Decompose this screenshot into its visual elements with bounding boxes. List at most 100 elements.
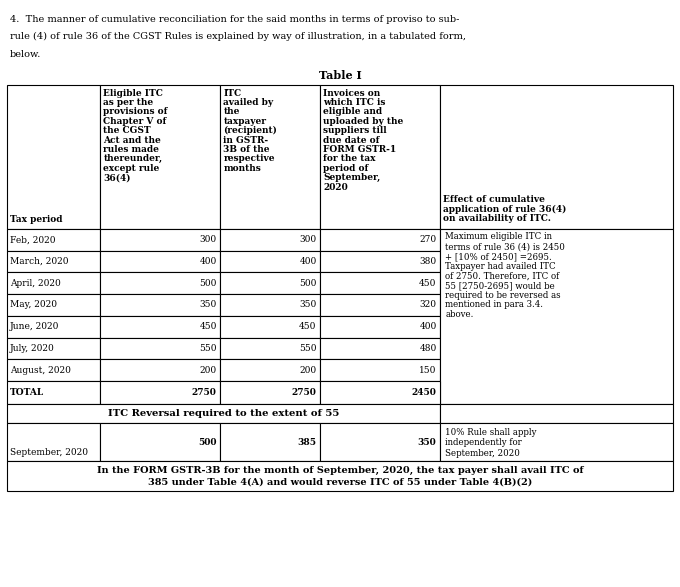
Bar — [7, 461, 673, 491]
Text: 350: 350 — [199, 301, 217, 309]
Bar — [7, 229, 100, 251]
Text: ITC Reversal required to the extent of 55: ITC Reversal required to the extent of 5… — [107, 409, 339, 419]
Text: availed by: availed by — [224, 98, 273, 107]
Bar — [320, 381, 440, 404]
Bar — [100, 272, 220, 294]
Text: 2750: 2750 — [192, 388, 217, 397]
Bar — [440, 404, 673, 423]
Bar — [7, 423, 100, 461]
Text: FORM GSTR-1: FORM GSTR-1 — [324, 145, 396, 154]
Bar — [100, 294, 220, 316]
Text: 350: 350 — [418, 438, 437, 447]
Text: period of: period of — [324, 164, 369, 173]
Text: ITC: ITC — [224, 89, 241, 97]
Bar — [220, 423, 320, 461]
Bar — [100, 251, 220, 272]
Text: August, 2020: August, 2020 — [10, 366, 71, 375]
Text: July, 2020: July, 2020 — [10, 344, 55, 353]
Text: 150: 150 — [419, 366, 437, 375]
Text: 36(4): 36(4) — [103, 173, 131, 182]
Text: Feb, 2020: Feb, 2020 — [10, 235, 56, 244]
Text: 350: 350 — [299, 301, 317, 309]
Bar — [7, 381, 100, 404]
Text: suppliers till: suppliers till — [324, 126, 387, 135]
Text: Table I: Table I — [319, 70, 361, 82]
Bar — [440, 85, 673, 229]
Bar — [320, 251, 440, 272]
Text: 500: 500 — [198, 438, 217, 447]
Text: of 2750. Therefore, ITC of: of 2750. Therefore, ITC of — [445, 271, 560, 280]
Text: 300: 300 — [199, 235, 217, 244]
Text: 380: 380 — [420, 257, 437, 266]
Bar — [100, 85, 220, 229]
Text: Chapter V of: Chapter V of — [103, 117, 167, 126]
Text: May, 2020: May, 2020 — [10, 301, 57, 309]
Text: 3B of the: 3B of the — [224, 145, 270, 154]
Text: Invoices on: Invoices on — [324, 89, 381, 97]
Text: due date of: due date of — [324, 136, 380, 144]
Text: 550: 550 — [199, 344, 217, 353]
Bar — [320, 316, 440, 338]
Bar — [100, 381, 220, 404]
Text: Effect of cumulative: Effect of cumulative — [443, 195, 545, 204]
Text: Taxpayer had availed ITC: Taxpayer had availed ITC — [445, 262, 556, 271]
Text: September, 2020: September, 2020 — [10, 448, 88, 457]
Bar — [7, 338, 100, 359]
Text: 200: 200 — [199, 366, 217, 375]
Text: 55 [2750-2695] would be: 55 [2750-2695] would be — [445, 281, 555, 290]
Text: 450: 450 — [299, 322, 317, 331]
Text: 480: 480 — [420, 344, 437, 353]
Bar — [220, 251, 320, 272]
Text: March, 2020: March, 2020 — [10, 257, 69, 266]
Text: 270: 270 — [420, 235, 437, 244]
Text: 2020: 2020 — [324, 183, 348, 191]
Text: uploaded by the: uploaded by the — [324, 117, 404, 126]
Text: + [10% of 2450] =2695.: + [10% of 2450] =2695. — [445, 252, 552, 261]
Bar — [220, 338, 320, 359]
Bar — [100, 316, 220, 338]
Text: 500: 500 — [299, 279, 317, 288]
Bar — [320, 423, 440, 461]
Text: Act and the: Act and the — [103, 136, 161, 144]
Text: taxpayer: taxpayer — [224, 117, 267, 126]
Bar — [320, 85, 440, 229]
Text: 4.  The manner of cumulative reconciliation for the said months in terms of prov: 4. The manner of cumulative reconciliati… — [10, 15, 460, 23]
Text: 385 under Table 4(A) and would reverse ITC of 55 under Table 4(B)(2): 385 under Table 4(A) and would reverse I… — [148, 477, 532, 486]
Text: TOTAL: TOTAL — [10, 388, 44, 397]
Bar — [7, 316, 100, 338]
Text: provisions of: provisions of — [103, 107, 168, 116]
Bar — [220, 272, 320, 294]
Bar — [220, 229, 320, 251]
Bar — [220, 381, 320, 404]
Bar — [100, 229, 220, 251]
Bar — [100, 338, 220, 359]
Text: which ITC is: which ITC is — [324, 98, 386, 107]
Text: except rule: except rule — [103, 164, 160, 173]
Text: Maximum eligible ITC in: Maximum eligible ITC in — [445, 232, 552, 241]
Text: rules made: rules made — [103, 145, 159, 154]
Bar — [320, 229, 440, 251]
Text: on availability of ITC.: on availability of ITC. — [443, 214, 551, 223]
Bar — [7, 404, 440, 423]
Bar — [320, 272, 440, 294]
Bar — [220, 85, 320, 229]
Text: as per the: as per the — [103, 98, 154, 107]
Text: 450: 450 — [419, 279, 437, 288]
Text: rule (4) of rule 36 of the CGST Rules is explained by way of illustration, in a : rule (4) of rule 36 of the CGST Rules is… — [10, 32, 466, 42]
Text: below.: below. — [10, 50, 41, 59]
Bar — [440, 423, 673, 461]
Text: 400: 400 — [420, 322, 437, 331]
Text: respective: respective — [224, 154, 275, 163]
Text: June, 2020: June, 2020 — [10, 322, 60, 331]
Bar — [220, 359, 320, 381]
Bar — [7, 359, 100, 381]
Text: in GSTR-: in GSTR- — [224, 136, 269, 144]
Text: terms of rule 36 (4) is 2450: terms of rule 36 (4) is 2450 — [445, 242, 565, 251]
Text: independently for: independently for — [445, 438, 522, 447]
Text: above.: above. — [445, 310, 474, 319]
Bar — [320, 294, 440, 316]
Text: 2750: 2750 — [292, 388, 317, 397]
Text: 320: 320 — [420, 301, 437, 309]
Bar — [440, 229, 673, 404]
Text: (recipient): (recipient) — [224, 126, 277, 136]
